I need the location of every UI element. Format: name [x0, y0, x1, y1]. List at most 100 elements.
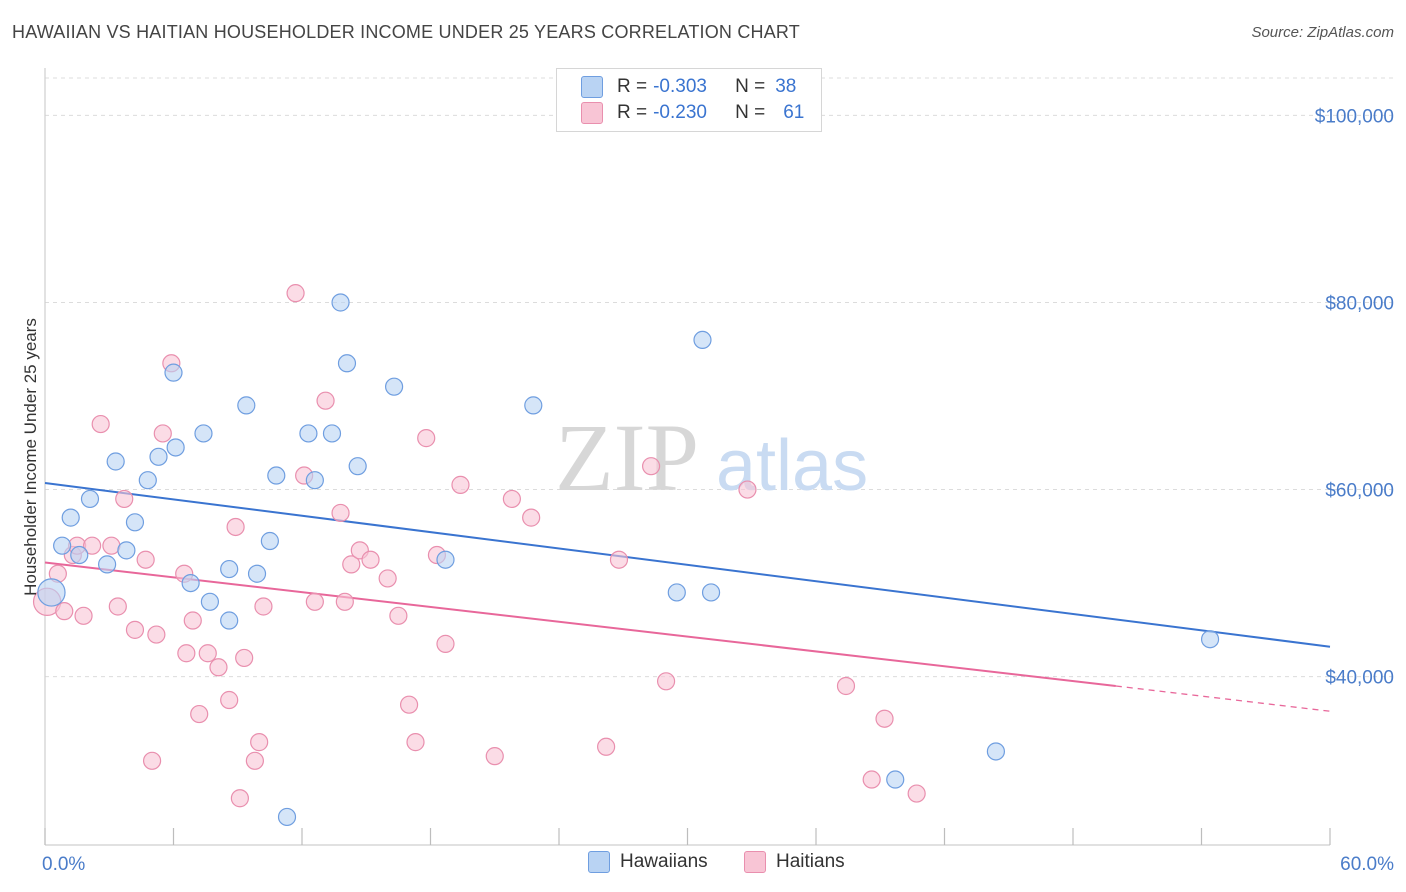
- data-point-hawaiians: [524, 396, 543, 415]
- stats-legend: R = -0.303 N = 38 R = -0.230 N = 61: [556, 68, 822, 132]
- legend-n-value-hawaiians: 38: [775, 76, 797, 97]
- data-point-hawaiians: [220, 559, 239, 579]
- data-point-hawaiians: [53, 536, 72, 555]
- data-point-haitians: [485, 747, 504, 766]
- data-point-haitians: [436, 634, 455, 653]
- chart-title: HAWAIIAN VS HAITIAN HOUSEHOLDER INCOME U…: [12, 22, 800, 42]
- data-point-haitians: [875, 709, 894, 728]
- data-point-haitians: [417, 429, 436, 448]
- legend-r-value-hawaiians: -0.303: [653, 76, 707, 97]
- bottom-legend-haitians: Haitians: [744, 851, 845, 873]
- data-point-hawaiians: [305, 471, 324, 490]
- data-point-haitians: [641, 457, 661, 476]
- data-point-hawaiians: [701, 583, 721, 602]
- data-point-hawaiians: [117, 541, 136, 560]
- legend-row-haitians: R = -0.230 N = 61: [581, 101, 804, 125]
- data-point-hawaiians: [331, 293, 350, 312]
- data-point-hawaiians: [322, 424, 342, 443]
- legend-row-hawaiians: R = -0.303 N = 38: [581, 75, 796, 99]
- data-point-hawaiians: [348, 457, 367, 476]
- data-point-haitians: [108, 597, 127, 616]
- data-point-hawaiians: [61, 508, 80, 527]
- data-point-haitians: [235, 648, 254, 668]
- data-point-haitians: [522, 508, 541, 527]
- data-point-hawaiians: [125, 513, 145, 532]
- data-point-haitians: [451, 475, 470, 494]
- data-point-hawaiians: [260, 531, 279, 551]
- data-point-haitians: [147, 625, 166, 644]
- data-point-haitians: [378, 569, 397, 588]
- x-tick-label-min: 0.0%: [42, 854, 85, 875]
- trend-line-haitians: [1115, 685, 1331, 712]
- watermark-zip: ZIP: [555, 404, 699, 511]
- data-point-hawaiians: [1200, 630, 1220, 649]
- data-point-hawaiians: [299, 424, 318, 443]
- legend-r-label: R =: [617, 76, 648, 97]
- data-point-haitians: [125, 620, 145, 639]
- data-point-haitians: [136, 550, 155, 569]
- data-point-hawaiians: [693, 330, 712, 350]
- data-point-haitians: [226, 517, 245, 537]
- data-point-haitians: [230, 789, 249, 808]
- axes: [44, 68, 1331, 846]
- data-point-haitians: [836, 676, 856, 696]
- data-point-hawaiians: [267, 466, 286, 485]
- data-point-haitians: [245, 751, 264, 770]
- data-point-hawaiians: [200, 592, 220, 611]
- data-point-haitians: [342, 555, 361, 574]
- legend-r-label: R =: [617, 102, 648, 123]
- legend-swatch-haitians: [581, 102, 603, 124]
- data-point-hawaiians: [181, 573, 200, 593]
- data-point-hawaiians: [277, 807, 297, 827]
- data-point-hawaiians: [98, 555, 117, 574]
- data-point-haitians: [153, 424, 172, 443]
- data-point-haitians: [406, 733, 425, 752]
- y-tick-label: $80,000: [1325, 293, 1394, 314]
- data-point-haitians: [305, 592, 324, 611]
- data-point-haitians: [316, 391, 335, 410]
- data-point-hawaiians: [164, 363, 183, 382]
- data-point-hawaiians: [986, 742, 1006, 761]
- data-point-haitians: [190, 704, 209, 724]
- data-point-hawaiians: [106, 452, 125, 471]
- y-tick-labels: $40,000 $60,000 $80,000 $100,000: [1315, 106, 1394, 688]
- data-point-hawaiians: [667, 583, 686, 602]
- bottom-legend-swatch-haitians: [744, 851, 766, 873]
- data-point-haitians: [250, 733, 269, 752]
- y-axis-label: Householder Income Under 25 years: [21, 318, 40, 596]
- data-point-haitians: [502, 489, 521, 509]
- data-point-haitians: [55, 602, 74, 621]
- source-label: Source: ZipAtlas.com: [1251, 24, 1394, 41]
- legend-swatch-hawaiians: [581, 76, 603, 98]
- data-point-haitians: [389, 606, 408, 625]
- data-point-haitians: [335, 592, 354, 611]
- data-point-haitians: [907, 784, 926, 803]
- data-point-haitians: [220, 690, 239, 710]
- trend-line-haitians: [44, 561, 1116, 687]
- data-point-haitians: [331, 503, 350, 523]
- legend-n-label: N =: [735, 102, 766, 123]
- legend-n-label: N =: [735, 76, 766, 97]
- data-point-hawaiians: [194, 424, 213, 443]
- watermark: ZIP atlas: [555, 404, 868, 511]
- bottom-legend-hawaiians: Hawaiians: [588, 851, 708, 873]
- data-point-hawaiians: [138, 471, 157, 490]
- data-point-haitians: [597, 737, 616, 756]
- data-point-haitians: [609, 550, 629, 569]
- x-tick-label-max: 60.0%: [1340, 854, 1394, 875]
- data-point-haitians: [862, 770, 881, 789]
- data-point-haitians: [183, 611, 202, 630]
- y-tick-label: $100,000: [1315, 106, 1394, 127]
- data-point-haitians: [91, 414, 110, 434]
- data-point-hawaiians: [436, 550, 455, 569]
- data-point-hawaiians: [384, 377, 404, 396]
- legend-n-value-haitians: 61: [783, 102, 805, 123]
- data-point-hawaiians: [149, 447, 168, 466]
- data-point-hawaiians: [80, 489, 100, 509]
- data-point-haitians: [738, 480, 757, 499]
- data-point-hawaiians: [237, 396, 256, 415]
- data-point-haitians: [399, 695, 419, 714]
- data-point-haitians: [198, 644, 217, 663]
- data-points: [32, 284, 1220, 827]
- data-point-hawaiians: [166, 438, 185, 457]
